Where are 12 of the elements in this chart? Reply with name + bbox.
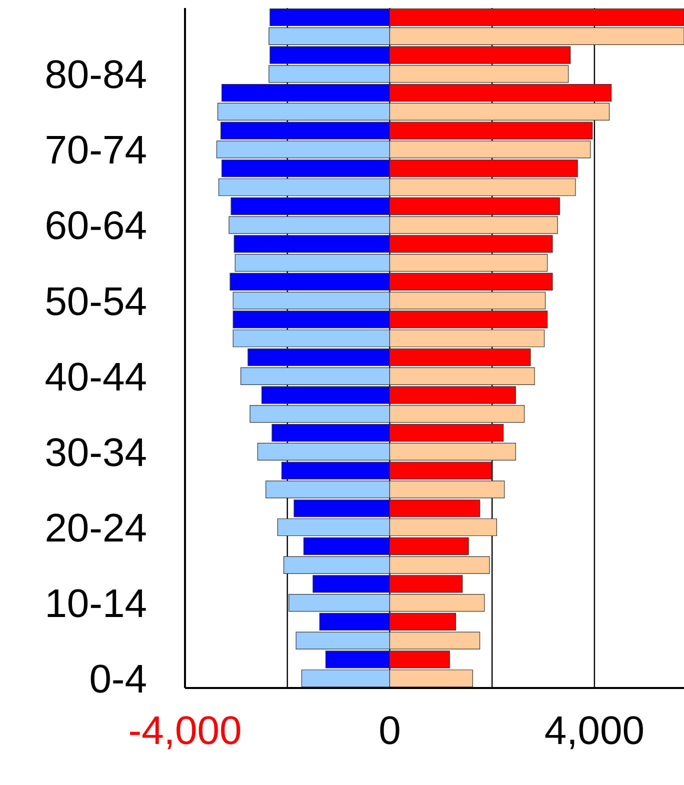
y-tick-label: 20-24: [44, 506, 147, 550]
y-tick-label: 30-34: [44, 430, 147, 475]
y-tick-label: 10-14: [44, 582, 147, 626]
x-tick-label: 0: [378, 709, 401, 753]
y-tick-label: 80-84: [44, 53, 147, 98]
y-tick-label: 50-54: [44, 280, 147, 324]
y-tick-label: 40-44: [44, 355, 147, 400]
y-tick-label: 0-4: [89, 658, 147, 702]
y-tick-label: 60-64: [44, 204, 147, 248]
x-tick-label: -4,000: [128, 709, 242, 753]
y-tick-label: 70-74: [44, 128, 147, 173]
x-tick-label: 4,000: [544, 709, 644, 753]
